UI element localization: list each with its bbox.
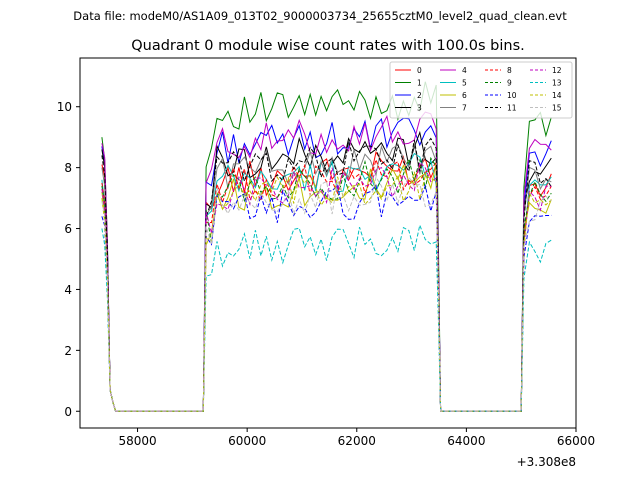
y-tick-label: 10 (57, 100, 72, 114)
chart-suptitle: Data file: modeM0/AS1A09_013T02_90000037… (73, 9, 567, 23)
series-line-13 (101, 223, 552, 412)
legend-label-2: 2 (417, 91, 422, 100)
legend-label-8: 8 (507, 66, 512, 75)
x-axis: 58000 60000 62000 64000 66000 (118, 428, 595, 448)
legend-label-15: 15 (552, 104, 562, 113)
y-tick-label: 6 (64, 222, 72, 236)
y-tick-label: 4 (64, 283, 72, 297)
x-tick-label: 64000 (447, 434, 485, 448)
legend-label-4: 4 (462, 66, 467, 75)
legend-box (389, 61, 573, 119)
x-tick-label: 66000 (557, 434, 595, 448)
x-tick-label: 60000 (228, 434, 266, 448)
chart-title: Quadrant 0 module wise count rates with … (131, 38, 525, 54)
y-tick-label: 2 (64, 344, 72, 358)
y-tick-label: 0 (64, 405, 72, 419)
legend-label-11: 11 (507, 104, 517, 113)
x-offset-label: +3.308e8 (517, 455, 576, 469)
series-line-15 (101, 175, 552, 412)
legend-label-13: 13 (552, 79, 562, 88)
x-tick-label: 58000 (118, 434, 156, 448)
legend-label-1: 1 (417, 79, 422, 88)
legend-label-10: 10 (507, 91, 517, 100)
legend-label-12: 12 (552, 66, 562, 75)
legend-label-7: 7 (462, 104, 467, 113)
legend-label-14: 14 (552, 91, 562, 100)
legend-label-6: 6 (462, 91, 467, 100)
series-line-14 (101, 171, 552, 412)
y-axis: 0 2 4 6 8 10 (57, 100, 80, 419)
legend-label-3: 3 (417, 104, 422, 113)
x-tick-label: 62000 (338, 434, 376, 448)
plot-area-frame (79, 57, 577, 429)
series-layer (101, 81, 552, 412)
legend-label-0: 0 (417, 66, 422, 75)
legend-label-9: 9 (507, 79, 512, 88)
y-tick-label: 8 (64, 161, 72, 175)
legend-label-5: 5 (462, 79, 467, 88)
series-line-12 (101, 161, 552, 412)
